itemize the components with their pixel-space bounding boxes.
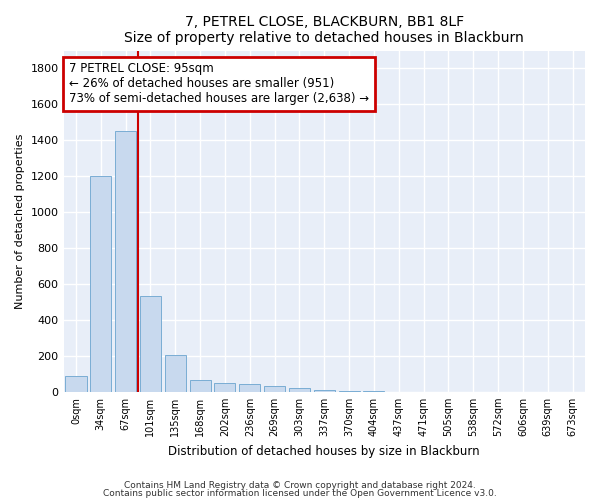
Text: 7 PETREL CLOSE: 95sqm
← 26% of detached houses are smaller (951)
73% of semi-det: 7 PETREL CLOSE: 95sqm ← 26% of detached … bbox=[69, 62, 369, 106]
Y-axis label: Number of detached properties: Number of detached properties bbox=[15, 134, 25, 309]
Bar bbox=[314, 390, 335, 392]
Bar bbox=[190, 380, 211, 392]
X-axis label: Distribution of detached houses by size in Blackburn: Distribution of detached houses by size … bbox=[169, 444, 480, 458]
Bar bbox=[289, 388, 310, 392]
Bar bbox=[140, 296, 161, 392]
Bar bbox=[165, 355, 186, 392]
Bar bbox=[338, 391, 359, 392]
Text: Contains public sector information licensed under the Open Government Licence v3: Contains public sector information licen… bbox=[103, 489, 497, 498]
Title: 7, PETREL CLOSE, BLACKBURN, BB1 8LF
Size of property relative to detached houses: 7, PETREL CLOSE, BLACKBURN, BB1 8LF Size… bbox=[124, 15, 524, 45]
Bar bbox=[90, 176, 112, 392]
Bar bbox=[214, 383, 235, 392]
Bar bbox=[239, 384, 260, 392]
Bar bbox=[264, 386, 285, 392]
Bar bbox=[115, 132, 136, 392]
Text: Contains HM Land Registry data © Crown copyright and database right 2024.: Contains HM Land Registry data © Crown c… bbox=[124, 480, 476, 490]
Bar bbox=[65, 376, 86, 392]
